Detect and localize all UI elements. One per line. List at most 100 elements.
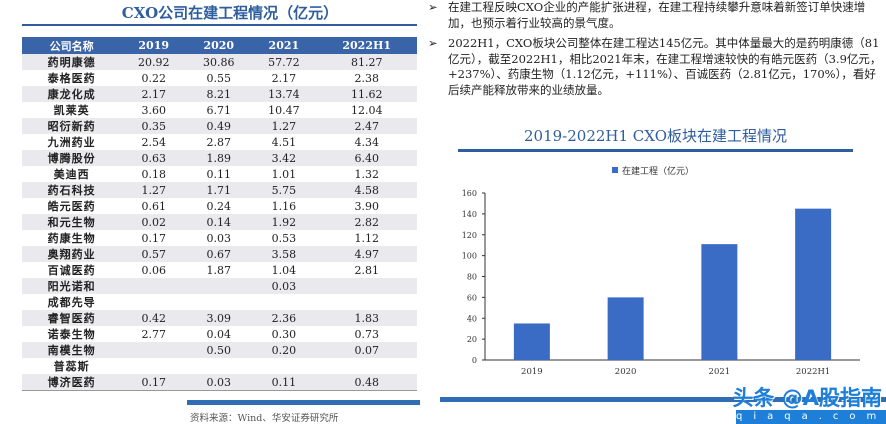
y-tick-label: 60 <box>467 293 477 302</box>
bar-2022H1 <box>795 208 832 360</box>
cell-value: 0.07 <box>316 342 417 358</box>
table-row: 南模生物 0.50 0.20 0.07 <box>22 342 417 358</box>
cell-value: 12.04 <box>350 103 383 117</box>
company-name: 昭衍新药 <box>22 118 122 134</box>
cell-value: 0.53 <box>271 231 297 245</box>
bullet-1: ➢ 在建工程反映CXO企业的产能扩张进程，在建工程持续攀升意味着新签订单快速增加，… <box>428 0 883 31</box>
column-header: 2019 <box>121 37 187 54</box>
company-name: 药石科技 <box>22 182 122 198</box>
cell-value: 0.17 <box>121 374 187 391</box>
cell-value: 0.04 <box>206 327 232 341</box>
column-header: 2020 <box>186 37 252 54</box>
x-tick-label: 2022H1 <box>796 367 830 377</box>
cell-value: 2.38 <box>354 71 379 85</box>
company-name: 九洲药业 <box>47 136 96 149</box>
cell-value: 3.58 <box>251 246 317 262</box>
divider <box>440 397 886 402</box>
company-name: 和元生物 <box>22 214 122 230</box>
bullet-marker: ➢ <box>428 0 438 14</box>
table-row: 美迪西 0.18 0.11 1.01 1.32 <box>22 166 417 182</box>
cell-value: 1.27 <box>121 182 187 198</box>
table-row: 和元生物 0.02 0.14 1.92 2.82 <box>22 214 417 230</box>
company-name: 阳光诺和 <box>22 278 122 294</box>
company-name: 奥翔药业 <box>22 246 122 262</box>
cell-value: 57.72 <box>251 54 317 70</box>
cell-value: 3.60 <box>141 103 166 117</box>
x-tick-label: 2021 <box>709 367 731 377</box>
y-tick-label: 160 <box>462 189 477 198</box>
table-row: 药康生物 0.17 0.03 0.53 1.12 <box>22 230 417 246</box>
cell-value: 0.03 <box>186 374 252 391</box>
cell-value: 4.58 <box>316 182 417 198</box>
cell-value <box>316 294 417 310</box>
table-row: 阳光诺和 0.03 <box>22 278 417 294</box>
bullet-text: 2022H1，CXO板块公司整体在建工程达145亿元。其中体量最大的是药明康德（… <box>448 36 882 97</box>
bar-2021 <box>701 244 738 360</box>
company-name: 博济医药 <box>22 374 122 391</box>
table-row: 泰格医药 0.22 0.55 2.17 2.38 <box>22 70 417 86</box>
y-tick-label: 40 <box>467 314 477 323</box>
cell-value: 3.42 <box>251 150 317 166</box>
cell-value: 1.16 <box>271 199 297 213</box>
cell-value: 1.12 <box>354 231 379 245</box>
cell-value: 20.92 <box>121 54 187 70</box>
y-tick-label: 20 <box>467 335 477 344</box>
cell-value: 1.89 <box>186 150 252 166</box>
cell-value: 2.17 <box>271 71 297 85</box>
bullet-marker: ➢ <box>428 36 438 50</box>
divider <box>458 149 853 152</box>
source-note: 资料来源：Wind、华安证券研究所 <box>190 413 339 424</box>
cell-value: 1.71 <box>186 182 252 198</box>
table-row: 药明康德 20.92 30.86 57.72 81.27 <box>22 54 417 70</box>
cell-value: 2.54 <box>141 135 166 149</box>
cell-value <box>121 294 186 310</box>
cell-value: 1.04 <box>271 263 297 277</box>
column-header: 2021 <box>251 37 317 54</box>
cell-value <box>251 358 316 374</box>
y-tick-label: 100 <box>462 252 477 261</box>
cell-value: 1.87 <box>206 263 232 277</box>
cell-value: 2.77 <box>141 327 166 341</box>
cell-value <box>251 294 316 310</box>
cell-value: 0.30 <box>271 327 297 341</box>
cell-value: 0.03 <box>206 231 232 245</box>
cell-value: 2.82 <box>316 214 417 230</box>
cell-value: 2.17 <box>121 86 187 102</box>
cell-value: 0.20 <box>251 342 317 358</box>
cell-value: 30.86 <box>186 54 252 70</box>
cell-value: 2.36 <box>251 310 317 326</box>
company-name: 凯莱英 <box>53 104 90 117</box>
company-table: 公司名称 2019 2020 2021 2022H1 药明康德 20.92 30.86 57.… <box>22 37 417 391</box>
cell-value: 0.73 <box>354 327 379 341</box>
cell-value: 1.83 <box>316 310 417 326</box>
table-row: 九洲药业 2.54 2.87 4.51 4.34 <box>22 134 417 150</box>
cell-value: 0.11 <box>251 374 317 391</box>
cell-value: 1.92 <box>251 214 317 230</box>
company-name: 康龙化成 <box>22 86 122 102</box>
cell-value: 10.47 <box>268 103 300 117</box>
table-row: 奥翔药业 0.57 0.67 3.58 4.97 <box>22 246 417 262</box>
cell-value: 4.97 <box>316 246 417 262</box>
table-row: 凯莱英 3.60 6.71 10.47 12.04 <box>22 102 417 118</box>
company-name: 普蕊斯 <box>53 360 90 373</box>
company-name: 南模生物 <box>22 342 122 358</box>
cell-value: 11.62 <box>316 86 417 102</box>
bar-2020 <box>607 297 644 360</box>
table-row: 睿智医药 0.42 3.09 2.36 1.83 <box>22 310 417 326</box>
cell-value <box>316 278 417 294</box>
cell-value: 3.90 <box>354 199 379 213</box>
cell-value: 4.51 <box>271 135 297 149</box>
cell-value: 6.71 <box>206 103 232 117</box>
cell-value: 0.17 <box>141 231 166 245</box>
cell-value <box>186 294 251 310</box>
cell-value: 8.21 <box>186 86 252 102</box>
company-name: 药康生物 <box>47 232 96 245</box>
cell-value: 4.34 <box>354 135 379 149</box>
cell-value: 0.02 <box>121 214 187 230</box>
cell-value <box>186 278 252 294</box>
cell-value: 0.11 <box>206 167 232 181</box>
cell-value: 0.61 <box>141 199 166 213</box>
cell-value: 0.42 <box>121 310 187 326</box>
column-header: 2022H1 <box>316 37 417 54</box>
cell-value: 0.14 <box>186 214 252 230</box>
